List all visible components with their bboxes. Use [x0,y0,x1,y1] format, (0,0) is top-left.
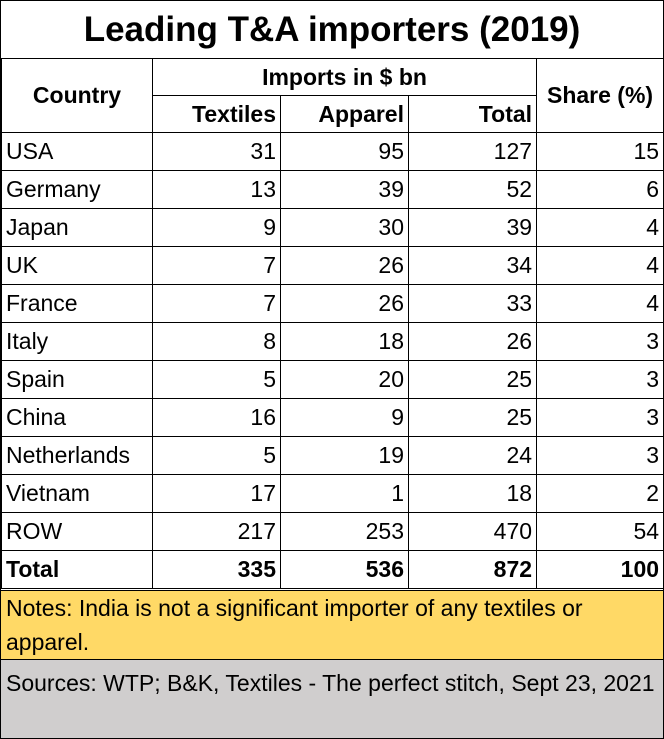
cell-share: 4 [536,246,664,285]
table-row: ROW 217 253 470 54 [1,512,664,551]
header-apparel: Apparel [280,95,409,133]
cell-textiles: 5 [152,360,281,399]
cell-apparel: 9 [280,398,409,437]
cell-share: 3 [536,322,664,361]
header-total: Total [407,95,538,133]
cell-total: 127 [407,132,538,171]
cell-apparel: 19 [280,436,409,475]
cell-share: 15 [536,132,664,171]
cell-country: Spain [1,360,153,399]
table-row: Germany 13 39 52 6 [1,170,664,209]
cell-apparel: 536 [280,550,409,589]
cell-country: Germany [1,170,153,209]
cell-apparel: 26 [280,284,409,323]
total-row: Total 335 536 872 100 [1,550,664,589]
cell-textiles: 9 [152,208,281,247]
table-row: Italy 8 18 26 3 [1,322,664,361]
header-country: Country [1,58,153,133]
header-textiles: Textiles [152,95,281,133]
cell-share: 100 [536,550,664,589]
cell-textiles: 5 [152,436,281,475]
table-body: USA 31 95 127 15 Germany 13 39 52 6 Japan 9 30 39 4 UK 7… [1,132,664,589]
cell-textiles: 7 [152,246,281,285]
cell-apparel: 95 [280,132,409,171]
cell-apparel: 30 [280,208,409,247]
table-row: China 16 9 25 3 [1,398,664,437]
cell-share: 6 [536,170,664,209]
cell-textiles: 13 [152,170,281,209]
cell-apparel: 253 [280,512,409,551]
cell-share: 3 [536,398,664,437]
table-title: Leading T&A importers (2019) [1,1,663,59]
table-row: Vietnam 17 1 18 2 [1,474,664,513]
cell-country: Vietnam [1,474,153,513]
cell-total: 24 [407,436,538,475]
cell-apparel: 39 [280,170,409,209]
cell-textiles: 217 [152,512,281,551]
table-row: Japan 9 30 39 4 [1,208,664,247]
cell-share: 54 [536,512,664,551]
cell-textiles: 17 [152,474,281,513]
table-row: USA 31 95 127 15 [1,132,664,171]
header-imports-group: Imports in $ bn [151,58,538,96]
cell-country: Japan [1,208,153,247]
cell-textiles: 7 [152,284,281,323]
cell-textiles: 8 [152,322,281,361]
cell-total: 25 [407,398,538,437]
cell-total: 872 [407,550,538,589]
cell-share: 4 [536,284,664,323]
table-row: France 7 26 33 4 [1,284,664,323]
cell-apparel: 18 [280,322,409,361]
notes-text: Notes: India is not a significant import… [1,590,663,659]
cell-total: 34 [407,246,538,285]
cell-country: Netherlands [1,436,153,475]
cell-total: 33 [407,284,538,323]
table-row: UK 7 26 34 4 [1,246,664,285]
importers-table: Country Imports in $ bn Share (%) Textil… [1,58,664,589]
cell-total: 52 [407,170,538,209]
cell-country: Total [1,550,153,589]
table-row: Netherlands 5 19 24 3 [1,436,664,475]
cell-total: 18 [407,474,538,513]
cell-total: 470 [407,512,538,551]
cell-apparel: 20 [280,360,409,399]
cell-country: UK [1,246,153,285]
cell-share: 3 [536,360,664,399]
cell-country: Italy [1,322,153,361]
cell-apparel: 1 [280,474,409,513]
cell-country: USA [1,132,153,171]
cell-share: 4 [536,208,664,247]
cell-textiles: 31 [152,132,281,171]
header-share: Share (%) [536,58,664,133]
cell-textiles: 335 [152,550,281,589]
cell-total: 25 [407,360,538,399]
cell-country: ROW [1,512,153,551]
cell-apparel: 26 [280,246,409,285]
cell-country: France [1,284,153,323]
cell-total: 39 [407,208,538,247]
cell-share: 2 [536,474,664,513]
cell-share: 3 [536,436,664,475]
cell-country: China [1,398,153,437]
table-row: Spain 5 20 25 3 [1,360,664,399]
cell-textiles: 16 [152,398,281,437]
cell-total: 26 [407,322,538,361]
sources-text: Sources: WTP; B&K, Textiles - The perfec… [1,659,663,738]
